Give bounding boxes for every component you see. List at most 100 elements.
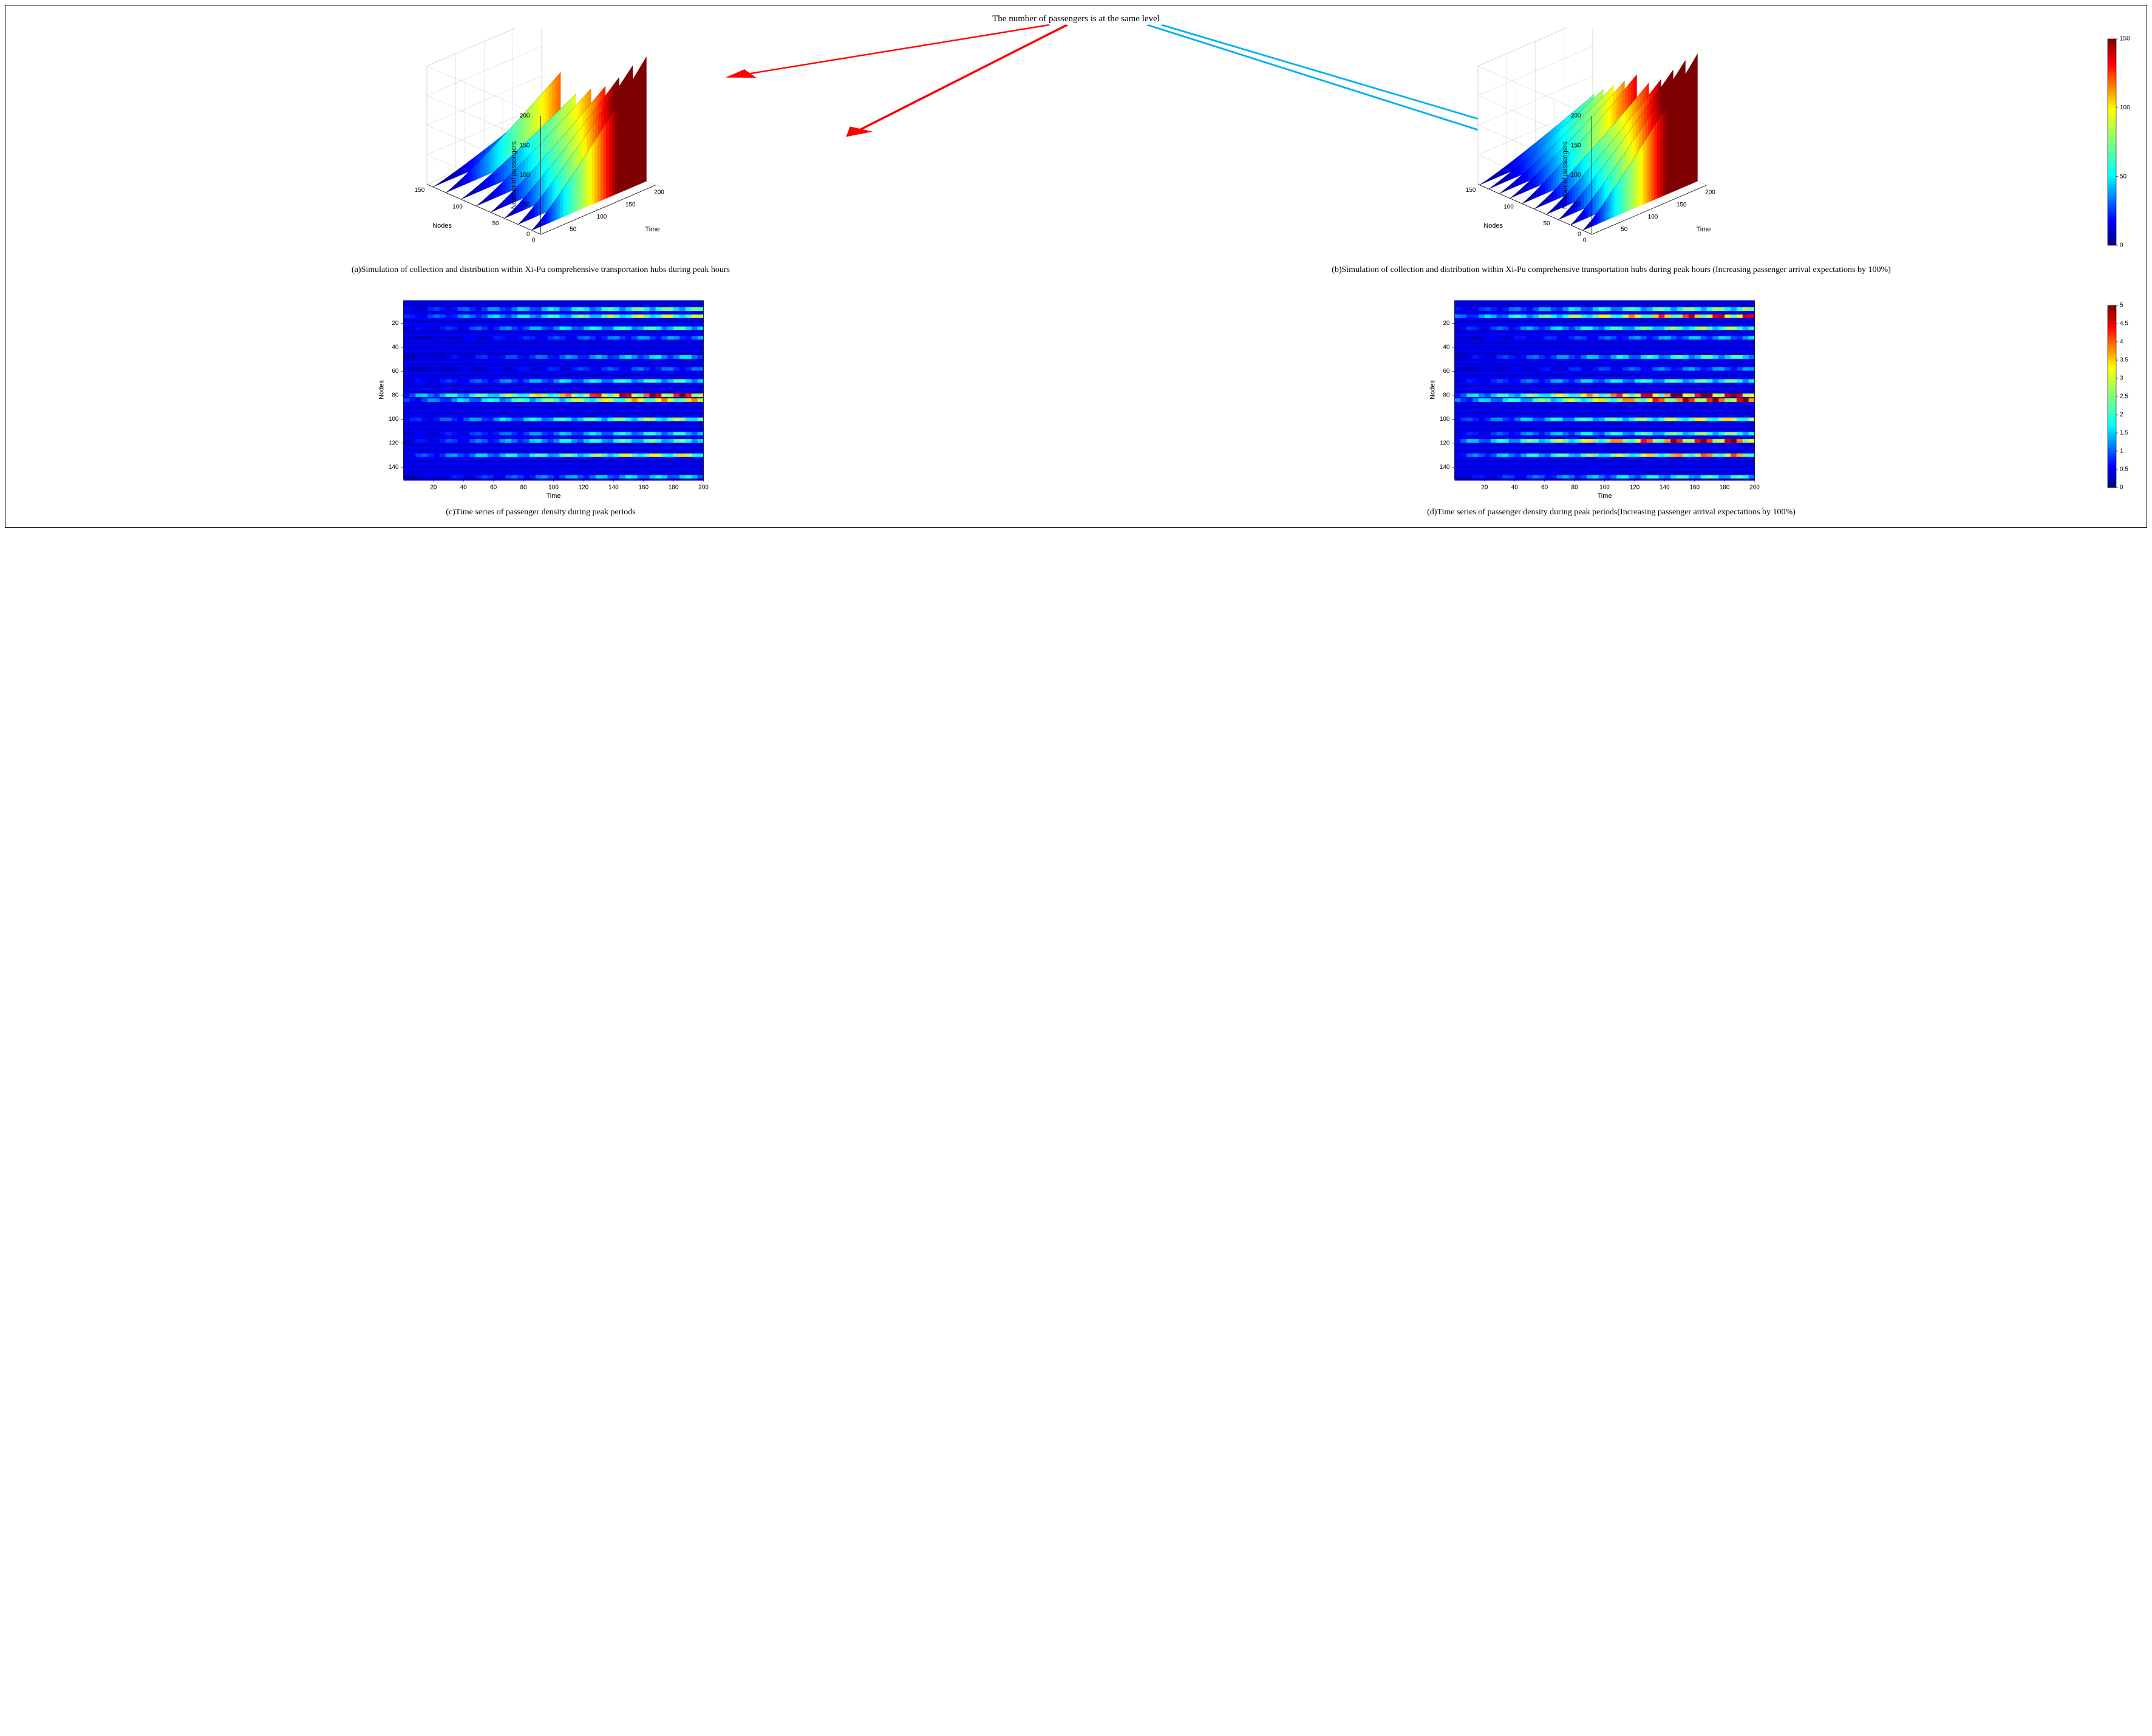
- svg-text:120: 120: [579, 485, 589, 491]
- svg-text:120: 120: [389, 440, 399, 446]
- svg-text:20: 20: [1443, 320, 1450, 327]
- panel-b: 50 100 150 200 0 50 100 150 0 50 100 150 200 Time Node…: [1085, 28, 2138, 276]
- panel-b-plot: 50 100 150 200 0 50 100 150 0 50 100 150 200 Time Node…: [1085, 28, 2138, 259]
- svg-text:20: 20: [392, 320, 399, 327]
- svg-text:Number of passengers: Number of passengers: [1561, 141, 1568, 209]
- svg-text:0: 0: [526, 231, 530, 238]
- svg-text:160: 160: [1689, 485, 1700, 491]
- svg-text:100: 100: [452, 204, 463, 211]
- svg-text:80: 80: [1443, 392, 1450, 398]
- svg-text:Nodes: Nodes: [378, 380, 385, 399]
- svg-text:140: 140: [1660, 485, 1670, 491]
- svg-text:Nodes: Nodes: [1429, 380, 1436, 399]
- svg-text:100: 100: [1440, 416, 1450, 423]
- svg-text:100: 100: [520, 172, 530, 179]
- svg-text:180: 180: [1720, 485, 1730, 491]
- top-annotation-text: The number of passengers is at the same …: [14, 14, 2138, 24]
- panel-grid: 50100150200050100150050100150200TimeNode…: [14, 28, 2138, 519]
- svg-text:Nodes: Nodes: [432, 222, 452, 230]
- svg-text:200: 200: [1571, 113, 1581, 120]
- svg-text:100: 100: [2120, 104, 2130, 111]
- svg-text:200: 200: [654, 189, 664, 196]
- svg-text:50: 50: [523, 202, 530, 208]
- svg-text:50: 50: [570, 226, 577, 233]
- svg-text:40: 40: [1443, 344, 1450, 350]
- svg-text:4.5: 4.5: [2120, 321, 2128, 327]
- svg-text:Time: Time: [645, 226, 659, 233]
- svg-text:60: 60: [392, 368, 399, 375]
- svg-text:140: 140: [608, 485, 619, 491]
- svg-text:180: 180: [669, 485, 679, 491]
- svg-text:100: 100: [597, 214, 607, 220]
- svg-text:100: 100: [1503, 204, 1514, 211]
- svg-text:100: 100: [389, 416, 399, 423]
- svg-text:3: 3: [2120, 375, 2123, 382]
- svg-text:0.5: 0.5: [2120, 466, 2128, 473]
- svg-text:60: 60: [1541, 485, 1548, 491]
- svg-text:0: 0: [1578, 231, 1581, 238]
- caption-a: (a)Simulation of collection and distribu…: [14, 265, 1067, 276]
- svg-text:100: 100: [1599, 485, 1610, 491]
- svg-text:60: 60: [490, 485, 497, 491]
- svg-text:80: 80: [392, 392, 399, 398]
- svg-text:150: 150: [2120, 36, 2130, 43]
- svg-text:40: 40: [460, 485, 468, 491]
- panel-d-plot: 2040608010012014016018020020406080100120…: [1085, 294, 2138, 501]
- svg-text:50: 50: [492, 220, 499, 227]
- svg-text:150: 150: [1466, 187, 1476, 194]
- svg-text:Number of passengers: Number of passengers: [510, 141, 517, 209]
- svg-text:150: 150: [625, 202, 636, 208]
- svg-text:20: 20: [1481, 485, 1488, 491]
- caption-d: (d)Time series of passenger density duri…: [1085, 507, 2138, 519]
- panel-c-plot: 20 40 60 80 100 120 140 160 180 200 20 40 60 80 100 120…: [14, 294, 1067, 501]
- svg-text:2.5: 2.5: [2120, 393, 2128, 400]
- caption-b: (b)Simulation of collection and distribu…: [1085, 265, 2138, 276]
- svg-text:150: 150: [1571, 142, 1581, 149]
- svg-text:150: 150: [520, 142, 530, 149]
- svg-text:0: 0: [2120, 485, 2123, 491]
- panel-a-plot: 50 100 150 200 0 50 100 150 0 50 100 150 200 Time Node…: [14, 28, 1067, 259]
- svg-text:4: 4: [2120, 339, 2123, 345]
- svg-text:5: 5: [2120, 302, 2123, 309]
- panel-a: 50 100 150 200 0 50 100 150 0 50 100 150 200 Time Node…: [14, 28, 1067, 276]
- svg-text:200: 200: [1749, 485, 1760, 491]
- svg-text:120: 120: [1630, 485, 1640, 491]
- panel-c: 20 40 60 80 100 120 140 160 180 200 20 40 60 80 100 120…: [14, 294, 1067, 519]
- svg-text:160: 160: [638, 485, 649, 491]
- svg-text:150: 150: [1677, 202, 1687, 208]
- svg-text:50: 50: [2120, 173, 2127, 180]
- svg-text:3.5: 3.5: [2120, 357, 2128, 364]
- svg-text:2: 2: [2120, 412, 2123, 418]
- svg-text:0: 0: [532, 237, 536, 244]
- svg-text:1.5: 1.5: [2120, 430, 2128, 437]
- svg-text:Nodes: Nodes: [1483, 222, 1503, 230]
- svg-text:50: 50: [1574, 202, 1581, 208]
- svg-text:20: 20: [430, 485, 437, 491]
- svg-text:Time: Time: [1597, 492, 1612, 500]
- svg-text:100: 100: [1648, 214, 1658, 220]
- svg-text:80: 80: [520, 485, 528, 491]
- svg-text:200: 200: [1705, 189, 1715, 196]
- svg-text:40: 40: [1511, 485, 1519, 491]
- svg-text:60: 60: [1443, 368, 1450, 375]
- svg-text:40: 40: [392, 344, 399, 350]
- svg-text:120: 120: [1440, 440, 1450, 446]
- svg-text:0: 0: [2120, 242, 2123, 249]
- svg-text:100: 100: [1571, 172, 1581, 179]
- svg-text:80: 80: [1571, 485, 1579, 491]
- svg-text:200: 200: [520, 113, 530, 120]
- svg-text:50: 50: [1543, 220, 1550, 227]
- svg-text:50: 50: [1621, 226, 1628, 233]
- svg-text:1: 1: [2120, 448, 2123, 455]
- panel-d: 2040608010012014016018020020406080100120…: [1085, 294, 2138, 519]
- svg-text:140: 140: [1440, 464, 1450, 471]
- svg-text:0: 0: [1583, 237, 1587, 244]
- svg-text:150: 150: [415, 187, 425, 194]
- svg-text:140: 140: [389, 464, 399, 471]
- svg-text:100: 100: [548, 485, 559, 491]
- svg-text:200: 200: [698, 485, 709, 491]
- svg-text:Time: Time: [1696, 226, 1711, 233]
- figure-container: The number of passengers is at the same …: [5, 5, 2147, 528]
- svg-text:Time: Time: [546, 492, 560, 500]
- caption-c: (c)Time series of passenger density duri…: [14, 507, 1067, 519]
